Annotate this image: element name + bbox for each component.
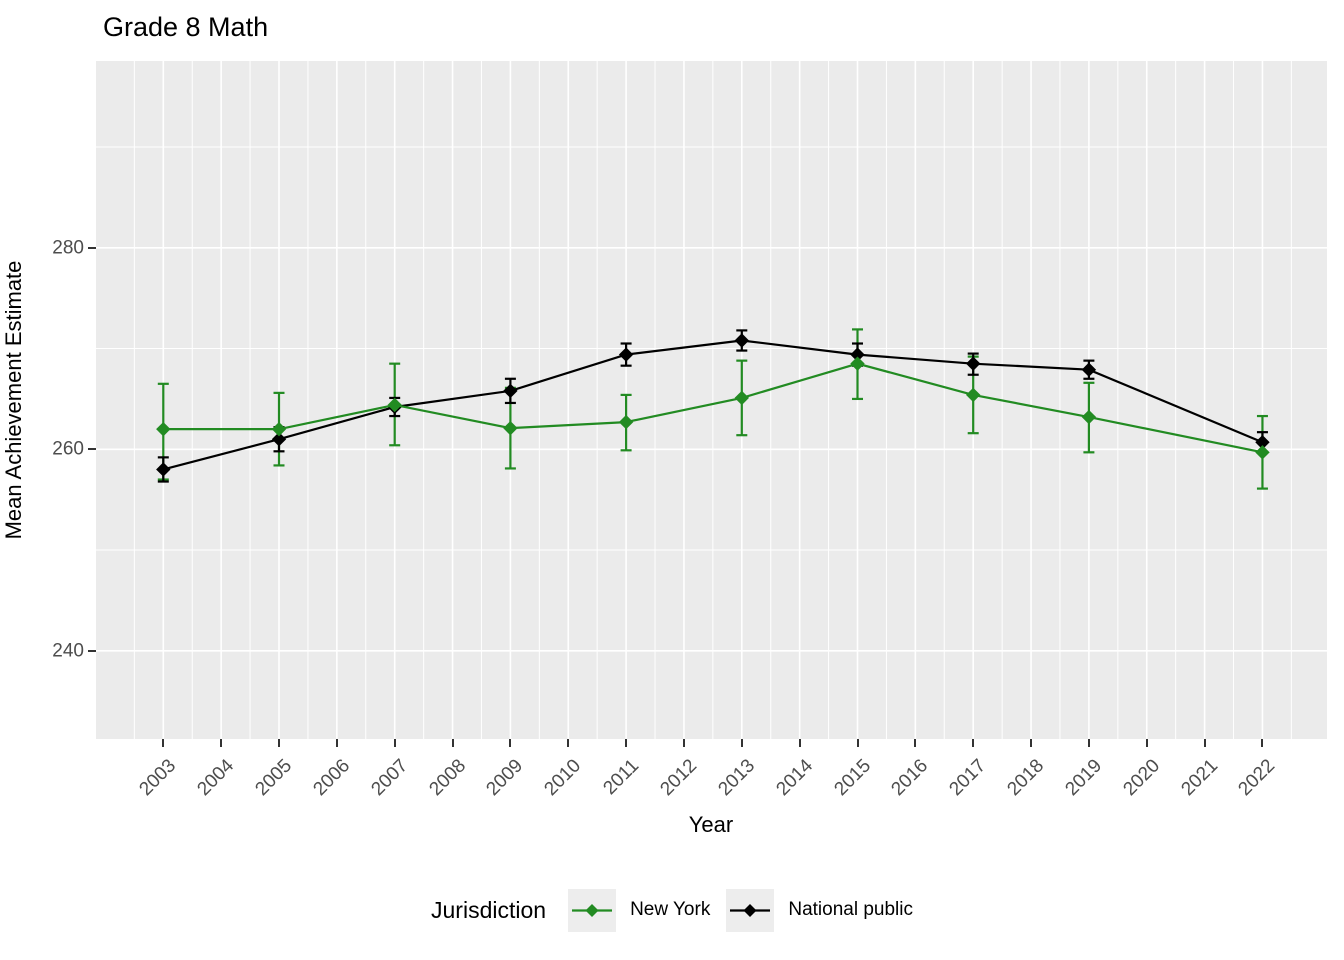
legend-key-diamond	[743, 903, 757, 917]
x-tick-mark	[278, 739, 280, 747]
data-point-diamond	[966, 387, 981, 403]
legend-key-glyph	[726, 888, 775, 932]
x-tick-mark	[1203, 739, 1206, 747]
data-point-diamond	[156, 462, 171, 477]
y-axis-title: Mean Achievement Estimate	[1, 260, 26, 540]
data-point-diamond	[156, 421, 171, 437]
x-tick-mark	[856, 739, 859, 747]
panel-background	[96, 61, 1327, 739]
major-gridlines	[96, 61, 1327, 739]
x-tick-mark	[509, 739, 512, 747]
data-point-diamond	[387, 397, 402, 413]
x-tick-mark	[682, 739, 685, 747]
x-tick-mark	[914, 739, 917, 747]
legend-key-glyph	[568, 888, 617, 932]
data-point-diamond	[734, 333, 749, 348]
line-chart	[96, 61, 1327, 739]
x-tick-mark	[740, 739, 743, 747]
legend-title: Jurisdiction	[431, 896, 547, 923]
data-point-diamond	[271, 421, 287, 437]
data-point-diamond	[1255, 445, 1270, 460]
y-tick-mark	[88, 649, 96, 652]
x-tick-mark	[220, 739, 223, 747]
x-tick-mark	[1030, 739, 1033, 747]
y-tick-label: 280	[52, 237, 84, 259]
x-tick-mark	[1145, 739, 1148, 747]
data-point-diamond	[966, 356, 981, 371]
minor-gridlines	[96, 61, 1327, 739]
legend-item: New York	[568, 888, 711, 932]
legend: Jurisdiction New York National public	[0, 880, 1344, 940]
legend-item: National public	[726, 888, 913, 932]
data-point-diamond	[1255, 435, 1270, 450]
legend-item-label: National public	[788, 899, 913, 920]
data-point-diamond	[503, 420, 518, 436]
legend-key-icon	[730, 903, 771, 917]
data-point-diamond	[850, 356, 865, 371]
legend-item-label: New York	[630, 899, 711, 920]
x-tick-mark	[1261, 739, 1264, 747]
x-tick-mark	[162, 739, 165, 747]
legend-key-diamond	[585, 903, 599, 917]
data-point-diamond	[618, 347, 634, 362]
data-point-diamond	[734, 390, 749, 406]
x-tick-mark	[393, 739, 396, 747]
data-point-diamond	[618, 414, 634, 430]
data-point-diamond	[1081, 409, 1097, 425]
data-point-diamond	[271, 432, 287, 447]
data-point-diamond	[1081, 362, 1097, 377]
x-tick-mark	[335, 739, 338, 747]
x-tick-mark	[798, 739, 801, 747]
legend-key-icon	[572, 903, 613, 917]
series-points-new-york	[156, 356, 1270, 460]
y-tick-label: 260	[52, 438, 84, 460]
x-axis-title: Year	[688, 812, 734, 837]
series-line-new-york	[163, 362, 1263, 454]
x-tick-mark	[567, 739, 570, 747]
chart-panel	[96, 61, 1327, 739]
y-tick-mark	[88, 448, 96, 451]
y-tick-label: 240	[52, 640, 84, 662]
plot-title: Grade 8 Math	[103, 12, 269, 42]
data-point-diamond	[850, 347, 865, 362]
x-tick-mark	[972, 739, 975, 747]
x-tick-mark	[625, 739, 628, 747]
y-tick-mark	[88, 246, 96, 249]
x-tick-mark	[1087, 739, 1090, 747]
series-line-national-public	[163, 339, 1263, 471]
x-tick-mark	[451, 739, 454, 747]
data-point-diamond	[503, 383, 518, 399]
